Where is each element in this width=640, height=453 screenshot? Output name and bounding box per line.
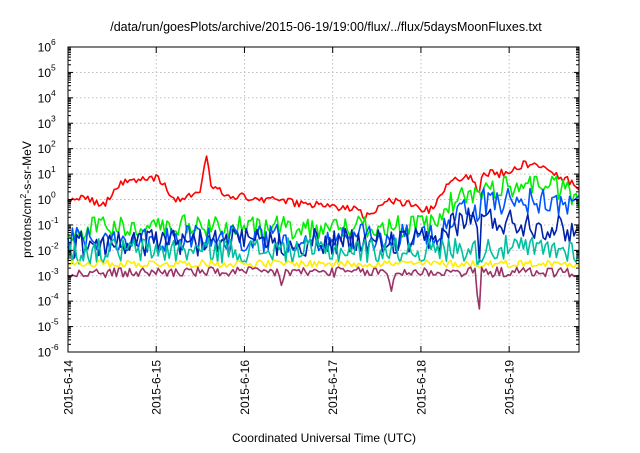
y-axis-label: protons/cm2-s-sr-MeV: [18, 141, 34, 258]
y-tick-label: 10: [38, 269, 52, 283]
y-tick-exponent: 3: [51, 113, 56, 123]
x-tick-label: 2015-6-16: [238, 360, 252, 415]
y-axis-label-superscript: 2: [18, 194, 28, 199]
series-layer: [67, 155, 580, 310]
x-tick-label: 2015-6-18: [414, 360, 428, 415]
y-tick-label: 10: [38, 244, 52, 258]
x-axis-label: Coordinated Universal Time (UTC): [232, 431, 416, 445]
y-axis-label-main: protons/cm: [20, 199, 34, 258]
y-tick-label: 10: [38, 168, 52, 182]
y-tick-exponent: 2: [51, 139, 56, 149]
y-tick-label: 10: [38, 91, 52, 105]
y-tick-exponent: 0: [51, 190, 56, 200]
x-tick-label: 2015-6-19: [503, 360, 517, 415]
series-line-1: [67, 155, 580, 221]
y-tick-exponent: -3: [51, 266, 59, 276]
y-tick-exponent: 6: [51, 37, 56, 47]
y-tick-exponent: -2: [51, 240, 59, 250]
x-axis-ticks: 2015-6-14 2015-6-15 2015-6-16 2015-6-17 2015…: [62, 47, 517, 415]
y-tick-exponent: -5: [51, 317, 59, 327]
series-line-5: [67, 234, 580, 267]
series-line-7: [67, 266, 580, 310]
y-tick-label: 10: [38, 117, 52, 131]
x-tick-label: 2015-6-14: [62, 360, 76, 415]
series-line-2: [67, 175, 580, 241]
y-axis-label-units: -s-sr-MeV: [20, 141, 34, 194]
y-tick-label: 10: [38, 218, 52, 232]
grid-lines: [67, 47, 579, 352]
chart-title: /data/run/goesPlots/archive/2015-06-19/1…: [110, 20, 542, 34]
x-tick-label: 2015-6-15: [150, 360, 164, 415]
y-tick-exponent: 1: [51, 164, 56, 174]
y-tick-label: 10: [38, 295, 52, 309]
y-tick-label: 10: [38, 320, 52, 334]
y-tick-exponent: -6: [51, 342, 59, 352]
series-line-4: [67, 207, 580, 263]
y-tick-exponent: 4: [51, 88, 56, 98]
y-tick-exponent: -1: [51, 215, 59, 225]
y-tick-exponent: -4: [51, 291, 59, 301]
series-line-6: [67, 259, 580, 269]
y-tick-label: 10: [38, 346, 52, 360]
y-tick-label: 10: [38, 41, 52, 55]
x-tick-label: 2015-6-17: [326, 360, 340, 415]
y-tick-label: 10: [38, 66, 52, 80]
y-tick-label: 10: [38, 193, 52, 207]
y-tick-label: 10: [38, 142, 52, 156]
y-tick-exponent: 5: [51, 62, 56, 72]
